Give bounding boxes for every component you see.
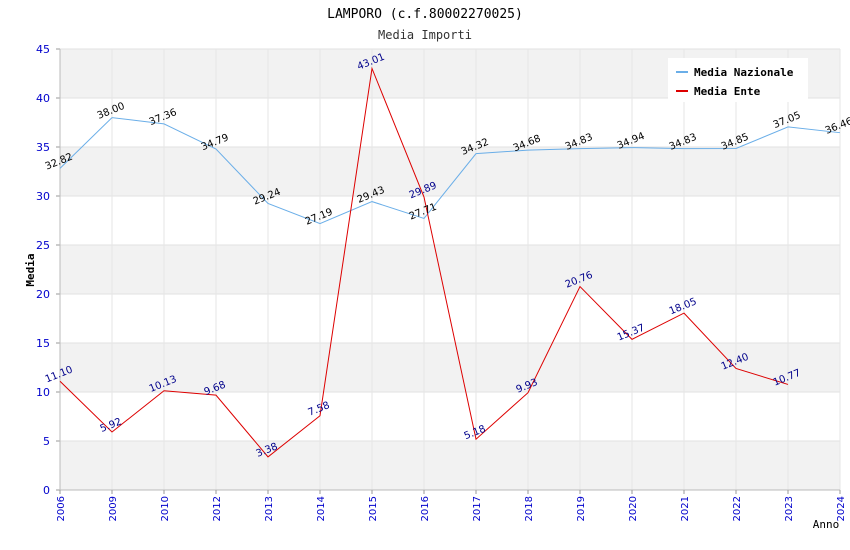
x-tick-label: 2016 [420,496,431,521]
x-tick-label: 2017 [472,496,483,521]
gridlines [59,48,841,491]
legend: Media Nazionale Media Ente [668,58,808,102]
y-tick-label: 25 [36,239,50,252]
series-lines [59,66,841,458]
data-label: 5.18 [463,424,488,443]
grid-band [60,147,840,196]
legend-label: Media Ente [694,85,761,98]
data-label: 15.37 [616,323,647,344]
y-tick-label: 30 [36,190,50,203]
chart-subtitle: Media Importi [378,28,472,42]
legend-label: Media Nazionale [694,66,794,79]
y-tick-label: 45 [36,43,50,56]
y-tick-label: 5 [43,435,50,448]
x-tick-label: 2019 [576,496,587,521]
grid-band [60,343,840,392]
y-tick-label: 0 [43,484,50,497]
y-axis-label: Media [24,253,37,286]
x-tick-label: 2020 [628,496,639,521]
x-tick-label: 2023 [784,496,795,521]
x-tick-labels: 2006 2009 2010 2012 2013 2014 2015 2016 2017 2018… [56,496,847,521]
data-label: 36.46 [824,116,850,137]
x-tick-label: 2013 [264,496,275,521]
data-label: 37.36 [148,107,179,128]
data-label: 27.71 [408,202,439,223]
x-tick-label: 2014 [316,496,327,521]
legend-box [668,58,808,102]
series-line-nazionale [59,117,841,225]
x-tick-label: 2006 [56,496,67,521]
y-tick-label: 20 [36,288,50,301]
x-tick-label: 2015 [368,496,379,521]
x-tick-label: 2018 [524,496,535,521]
x-tick-label: 2024 [836,496,847,521]
y-tick-label: 15 [36,337,50,350]
x-tick-label: 2012 [212,496,223,521]
x-tick-label: 2022 [732,496,743,521]
x-tick-label: 2009 [108,496,119,521]
x-axis-label: Anno [813,518,840,531]
grid-band [60,441,840,490]
x-tick-label: 2010 [160,496,171,521]
y-tick-labels: 0 5 10 15 20 25 30 35 40 45 [36,43,50,497]
data-label: 27.19 [304,207,335,228]
y-tick-label: 40 [36,92,50,105]
data-label: 5.92 [99,416,124,435]
y-tick-label: 10 [36,386,50,399]
x-tick-label: 2021 [680,496,691,521]
grid-band [60,245,840,294]
y-tick-label: 35 [36,141,50,154]
series-line-ente [59,66,789,458]
axes [56,48,841,494]
grid-bands [60,49,840,490]
chart-title: LAMPORO (c.f.80002270025) [327,7,523,22]
